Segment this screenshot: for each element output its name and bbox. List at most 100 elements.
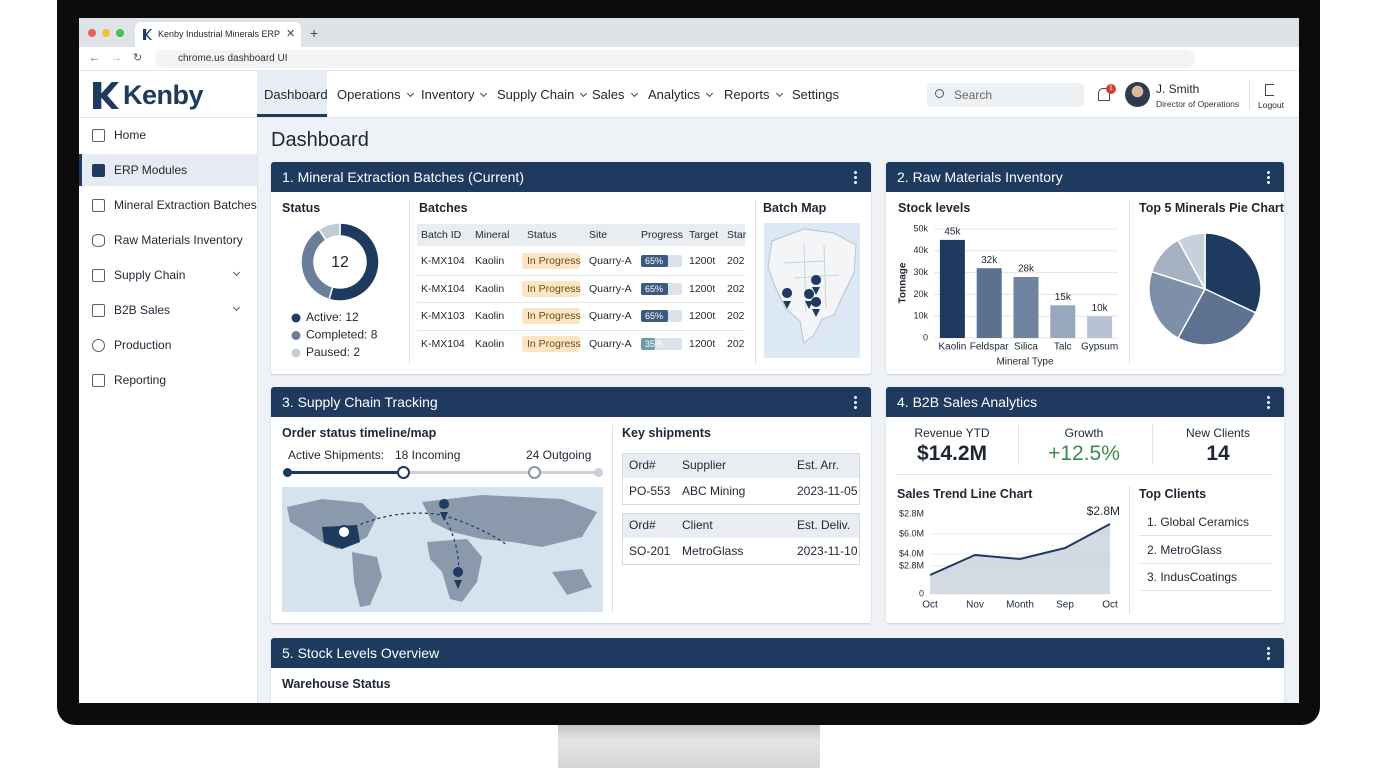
table-cell: Kaolin	[475, 310, 505, 323]
section-label: Batches	[419, 201, 468, 215]
nav-item[interactable]: Inventory	[421, 87, 486, 103]
timeline-label: Active Shipments:	[288, 448, 385, 462]
nav-item[interactable]: Sales	[592, 87, 637, 103]
divider	[1139, 563, 1272, 564]
sidebar-item[interactable]: ERP Modules	[114, 163, 188, 177]
divider	[1129, 200, 1130, 364]
table-cell: K-MX104	[421, 338, 465, 351]
logout-icon[interactable]	[1265, 84, 1274, 96]
logo[interactable]: Kenby	[123, 80, 204, 110]
table-cell: K-MX104	[421, 255, 465, 267]
column-header: Status	[527, 229, 557, 241]
card-header: 5. Stock Levels Overview	[271, 638, 1284, 668]
tab-close[interactable]: ✕	[286, 28, 296, 40]
x-tick-label: Oct	[1102, 600, 1118, 611]
window-maximize[interactable]	[116, 29, 124, 37]
card-menu[interactable]	[854, 395, 857, 409]
back-button[interactable]: ←	[89, 52, 100, 64]
card-menu[interactable]	[1267, 646, 1270, 660]
sidebar-item[interactable]: B2B Sales	[114, 303, 171, 317]
sidebar-item[interactable]: Production	[114, 338, 172, 352]
bar	[1013, 276, 1039, 338]
timeline-point[interactable]	[594, 468, 603, 477]
reload-button[interactable]: ↻	[133, 52, 143, 64]
table-cell: 1200t	[689, 310, 716, 323]
column-header: Mineral	[475, 229, 510, 241]
x-tick-label: Silica	[1014, 342, 1038, 353]
map-pin	[453, 567, 464, 589]
table-cell: Kaolin	[475, 282, 505, 295]
url-field[interactable]	[155, 50, 1195, 68]
client[interactable]: 1. Global Ceramics	[1147, 515, 1250, 529]
status-badge	[522, 253, 580, 269]
card-menu[interactable]	[1267, 170, 1270, 184]
y-tick-label: $6.0M	[899, 528, 924, 538]
slice	[1177, 232, 1206, 290]
avatar[interactable]	[1125, 82, 1150, 107]
value-label: 10k	[1092, 303, 1109, 314]
x-tick-label: Gypsum	[1081, 342, 1118, 353]
table-cell: 202	[727, 338, 745, 351]
table-cell: In Progress	[527, 282, 581, 295]
x-tick-label: Sep	[1056, 600, 1074, 611]
x-tick-label: Month	[1006, 600, 1034, 611]
slice	[317, 222, 341, 242]
table-cell: PO-553	[629, 484, 671, 498]
slice	[1204, 232, 1262, 314]
window-minimize[interactable]	[102, 29, 110, 37]
window-close[interactable]	[88, 29, 96, 37]
nav-item[interactable]: Operations	[337, 87, 413, 103]
divider	[897, 474, 1273, 475]
card-header: 2. Raw Materials Inventory	[886, 162, 1284, 192]
sidebar-item[interactable]: Mineral Extraction Batches	[114, 198, 257, 212]
active-tab[interactable]	[135, 22, 301, 47]
card-menu[interactable]	[1267, 395, 1270, 409]
timeline-point[interactable]	[397, 466, 410, 479]
icon	[92, 199, 105, 212]
sidebar-item[interactable]: Supply Chain	[114, 268, 186, 282]
timeline-progress	[287, 471, 403, 474]
x-tick-label: Nov	[966, 600, 984, 611]
slice	[328, 222, 380, 302]
user-name: J. Smith	[1156, 82, 1200, 96]
forward-button[interactable]: →	[111, 52, 122, 64]
nav-item[interactable]: Settings	[792, 87, 839, 102]
timeline-track	[287, 471, 598, 474]
sidebar-item[interactable]: Raw Materials Inventory	[114, 233, 243, 247]
kpi-value: $14.2M	[916, 442, 988, 465]
legend-label: Paused: 2	[306, 345, 360, 359]
progress-fill	[641, 310, 668, 323]
table-cell: 2023-11-10	[797, 544, 858, 558]
sidebar-active	[79, 154, 257, 186]
client[interactable]: 2. MetroGlass	[1147, 543, 1222, 557]
notification-bell[interactable]	[1098, 88, 1110, 101]
icon	[92, 269, 105, 282]
client[interactable]: 3. IndusCoatings	[1147, 570, 1238, 584]
nav-item[interactable]: Supply Chain	[497, 87, 586, 103]
search-box[interactable]	[927, 83, 1084, 107]
logout[interactable]: Logout	[1258, 100, 1284, 110]
world-map	[282, 487, 603, 612]
page-title: Dashboard	[271, 129, 369, 151]
batch-map	[764, 223, 860, 358]
nav-item[interactable]: Reports	[724, 87, 782, 103]
search-icon	[935, 89, 944, 98]
timeline-point[interactable]	[283, 468, 292, 477]
table-cell: 1200t	[689, 338, 716, 351]
card-menu[interactable]	[854, 170, 857, 184]
table-header	[623, 454, 859, 478]
nav-item[interactable]: Analytics	[648, 87, 712, 103]
value-label: 45k	[944, 227, 961, 238]
bar	[939, 239, 965, 338]
icon	[92, 129, 105, 142]
new-tab[interactable]: +	[310, 25, 319, 41]
map-pin	[439, 499, 450, 521]
map-land	[352, 552, 382, 607]
divider	[1018, 425, 1019, 465]
sidebar-item[interactable]: Reporting	[114, 373, 167, 387]
nav-item[interactable]: Dashboard	[264, 87, 328, 102]
timeline-point[interactable]	[528, 466, 541, 479]
section-label: Top 5 Minerals Pie Chart	[1139, 201, 1284, 215]
sidebar-item[interactable]: Home	[114, 128, 147, 142]
